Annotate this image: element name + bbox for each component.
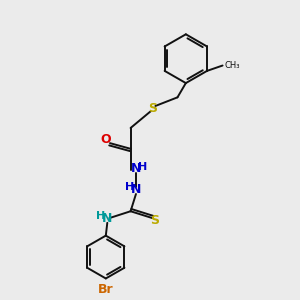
Text: N: N [131,183,141,196]
Text: CH₃: CH₃ [224,61,240,70]
Text: Br: Br [98,283,114,296]
Text: N: N [131,162,141,175]
Text: N: N [102,212,112,225]
Text: H: H [125,182,134,193]
Text: S: S [150,214,159,227]
Text: S: S [148,102,158,115]
Text: O: O [101,133,111,146]
Text: H: H [138,162,147,172]
Text: H: H [96,211,105,221]
